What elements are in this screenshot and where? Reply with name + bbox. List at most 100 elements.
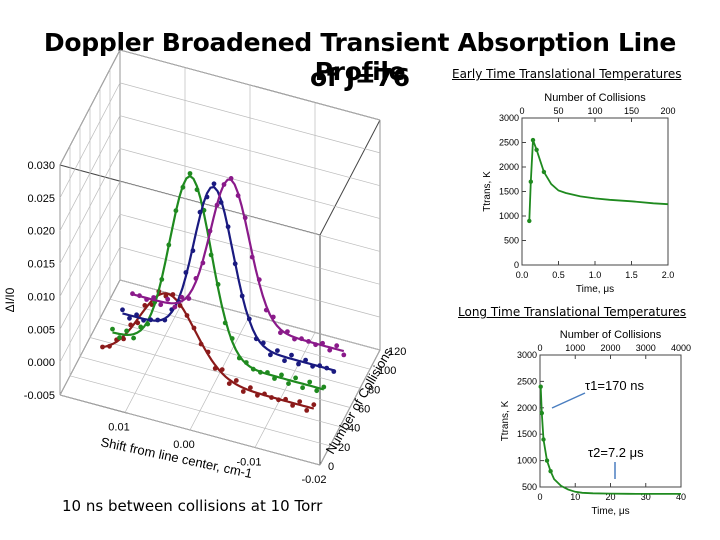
data-point xyxy=(131,335,137,341)
grid-line xyxy=(99,317,361,389)
data-point xyxy=(211,181,217,187)
data-point xyxy=(233,378,239,383)
data-point xyxy=(306,339,311,344)
data-point xyxy=(183,270,189,275)
y-tick-label: 500 xyxy=(522,482,537,492)
data-point xyxy=(145,321,151,327)
data-point xyxy=(310,363,315,369)
data-point xyxy=(194,187,200,193)
data-point xyxy=(313,342,318,348)
data-point xyxy=(177,303,183,308)
y-tick-label: 0.025 xyxy=(27,193,55,205)
x-axis-label: Time, μs xyxy=(576,284,614,295)
data-point xyxy=(530,137,536,143)
data-point xyxy=(117,335,122,341)
tau1-annotation: τ1=170 ns xyxy=(585,378,644,393)
x-tick-label: 0.01 xyxy=(108,422,129,434)
data-point xyxy=(286,381,291,386)
data-point xyxy=(243,360,249,365)
data-point xyxy=(270,314,276,320)
data-point xyxy=(166,242,172,248)
y-tick-label: 2500 xyxy=(517,376,537,386)
data-point xyxy=(331,369,337,374)
x2-tick-label: 150 xyxy=(624,106,639,116)
data-point xyxy=(222,320,228,326)
data-point xyxy=(242,215,248,221)
data-point xyxy=(180,184,186,190)
data-point xyxy=(334,343,340,349)
y-tick-label: 0.000 xyxy=(27,357,55,369)
data-point xyxy=(124,328,129,334)
data-point xyxy=(269,395,274,400)
grid-line xyxy=(59,394,321,466)
data-point xyxy=(268,352,273,358)
x-tick-label: 40 xyxy=(676,492,686,502)
data-point xyxy=(191,325,197,331)
z-tick-label: 0 xyxy=(328,461,334,473)
data-point xyxy=(148,317,154,323)
data-point xyxy=(208,252,214,258)
x-tick-label: 0.00 xyxy=(173,439,194,451)
data-point xyxy=(221,182,227,187)
data-point xyxy=(548,469,553,474)
data-point xyxy=(272,376,277,381)
data-point xyxy=(307,379,313,385)
page-title-line2: of J=76 xyxy=(310,63,410,92)
data-point xyxy=(173,208,179,214)
x2-axis-label: Number of Collisions xyxy=(544,92,646,104)
y-tick-label: -0.005 xyxy=(24,390,55,402)
data-point xyxy=(121,336,126,342)
data-point xyxy=(165,296,171,302)
data-point xyxy=(212,366,218,371)
data-point xyxy=(255,392,260,398)
data-point xyxy=(314,388,320,394)
x2-axis-label: Number of Collisions xyxy=(560,329,662,341)
data-point xyxy=(142,303,148,308)
y-tick-label: 0.015 xyxy=(27,259,55,271)
data-point xyxy=(534,147,539,152)
data-point xyxy=(198,341,204,347)
x2-tick-label: 0 xyxy=(537,343,542,353)
y-tick-label: 1500 xyxy=(499,187,519,197)
z-tick-label: 60 xyxy=(358,404,370,416)
x-tick-label: 2.0 xyxy=(662,270,675,280)
y-tick-label: 0.005 xyxy=(27,324,55,336)
x2-tick-label: 100 xyxy=(587,106,602,116)
grid-line xyxy=(69,375,331,447)
z-tick-label: 40 xyxy=(348,423,360,435)
data-point xyxy=(341,352,347,358)
x2-tick-label: 200 xyxy=(660,106,675,116)
data-point xyxy=(538,384,543,389)
data-point xyxy=(158,302,164,308)
data-point xyxy=(541,437,546,442)
y-axis-label: Ttrans, K xyxy=(500,400,511,441)
data-point xyxy=(144,297,150,302)
x2-tick-label: 4000 xyxy=(671,343,691,353)
collision-note: 10 ns between collisions at 10 Torr xyxy=(62,497,323,515)
page-title: Doppler Broadened Transient Absorption L… xyxy=(43,28,677,86)
data-point xyxy=(317,363,323,369)
x2-tick-label: 3000 xyxy=(636,343,656,353)
data-point xyxy=(297,399,303,404)
long-time-subtitle: Long Time Translational Temperatures xyxy=(458,305,687,319)
z-tick-label: 80 xyxy=(368,384,380,396)
y-tick-label: 3000 xyxy=(517,350,537,360)
data-point xyxy=(184,313,190,318)
y-tick-label: 2000 xyxy=(517,403,537,413)
x-tick-label: 30 xyxy=(641,492,651,502)
data-point xyxy=(239,293,245,299)
x-tick-label: -0.02 xyxy=(301,474,326,486)
z-tick-label: 20 xyxy=(338,442,350,454)
grid-line xyxy=(119,279,381,351)
data-point xyxy=(197,209,203,215)
data-point xyxy=(279,372,284,378)
data-point xyxy=(303,357,308,363)
data-point xyxy=(262,391,267,397)
data-point xyxy=(293,375,298,381)
data-point xyxy=(151,295,157,300)
data-point xyxy=(285,329,290,334)
data-point xyxy=(296,361,301,367)
x-tick-label: 1.0 xyxy=(589,270,602,280)
